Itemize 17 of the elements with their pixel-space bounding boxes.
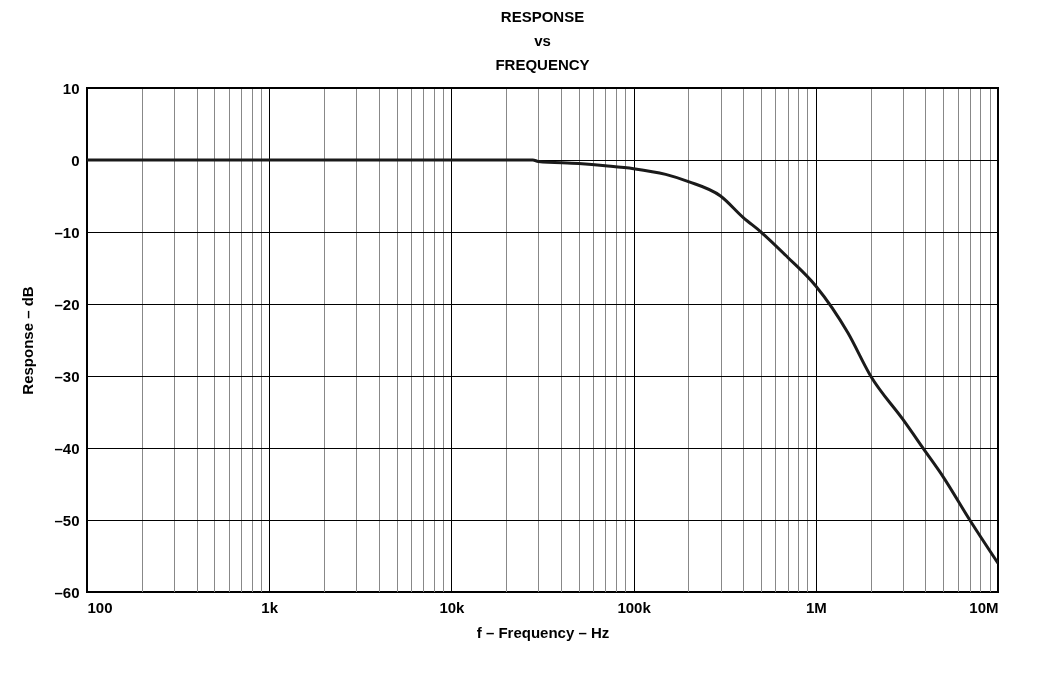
y-tick-label: 10 xyxy=(62,79,80,97)
x-tick-label: 1k xyxy=(261,598,279,616)
chart-title: RESPONSE vs FREQUENCY xyxy=(495,8,590,73)
x-axis-title: f – Frequency – Hz xyxy=(476,623,610,641)
y-tick-label: –40 xyxy=(54,439,80,457)
x-tick-label: 10k xyxy=(439,598,466,616)
y-tick-label: –30 xyxy=(54,367,80,385)
y-axis-title: Response – dB xyxy=(19,286,37,395)
x-tick-label: 100 xyxy=(87,598,113,616)
y-tick-label: –50 xyxy=(54,511,80,529)
x-tick-label: 1M xyxy=(805,598,827,616)
y-tick-label: –60 xyxy=(54,583,80,601)
y-tick-label: 0 xyxy=(71,151,80,169)
x-tick-label: 10M xyxy=(969,598,999,616)
y-tick-label: –20 xyxy=(54,295,80,313)
x-tick-label: 100k xyxy=(617,598,652,616)
y-tick-label: –10 xyxy=(54,223,80,241)
